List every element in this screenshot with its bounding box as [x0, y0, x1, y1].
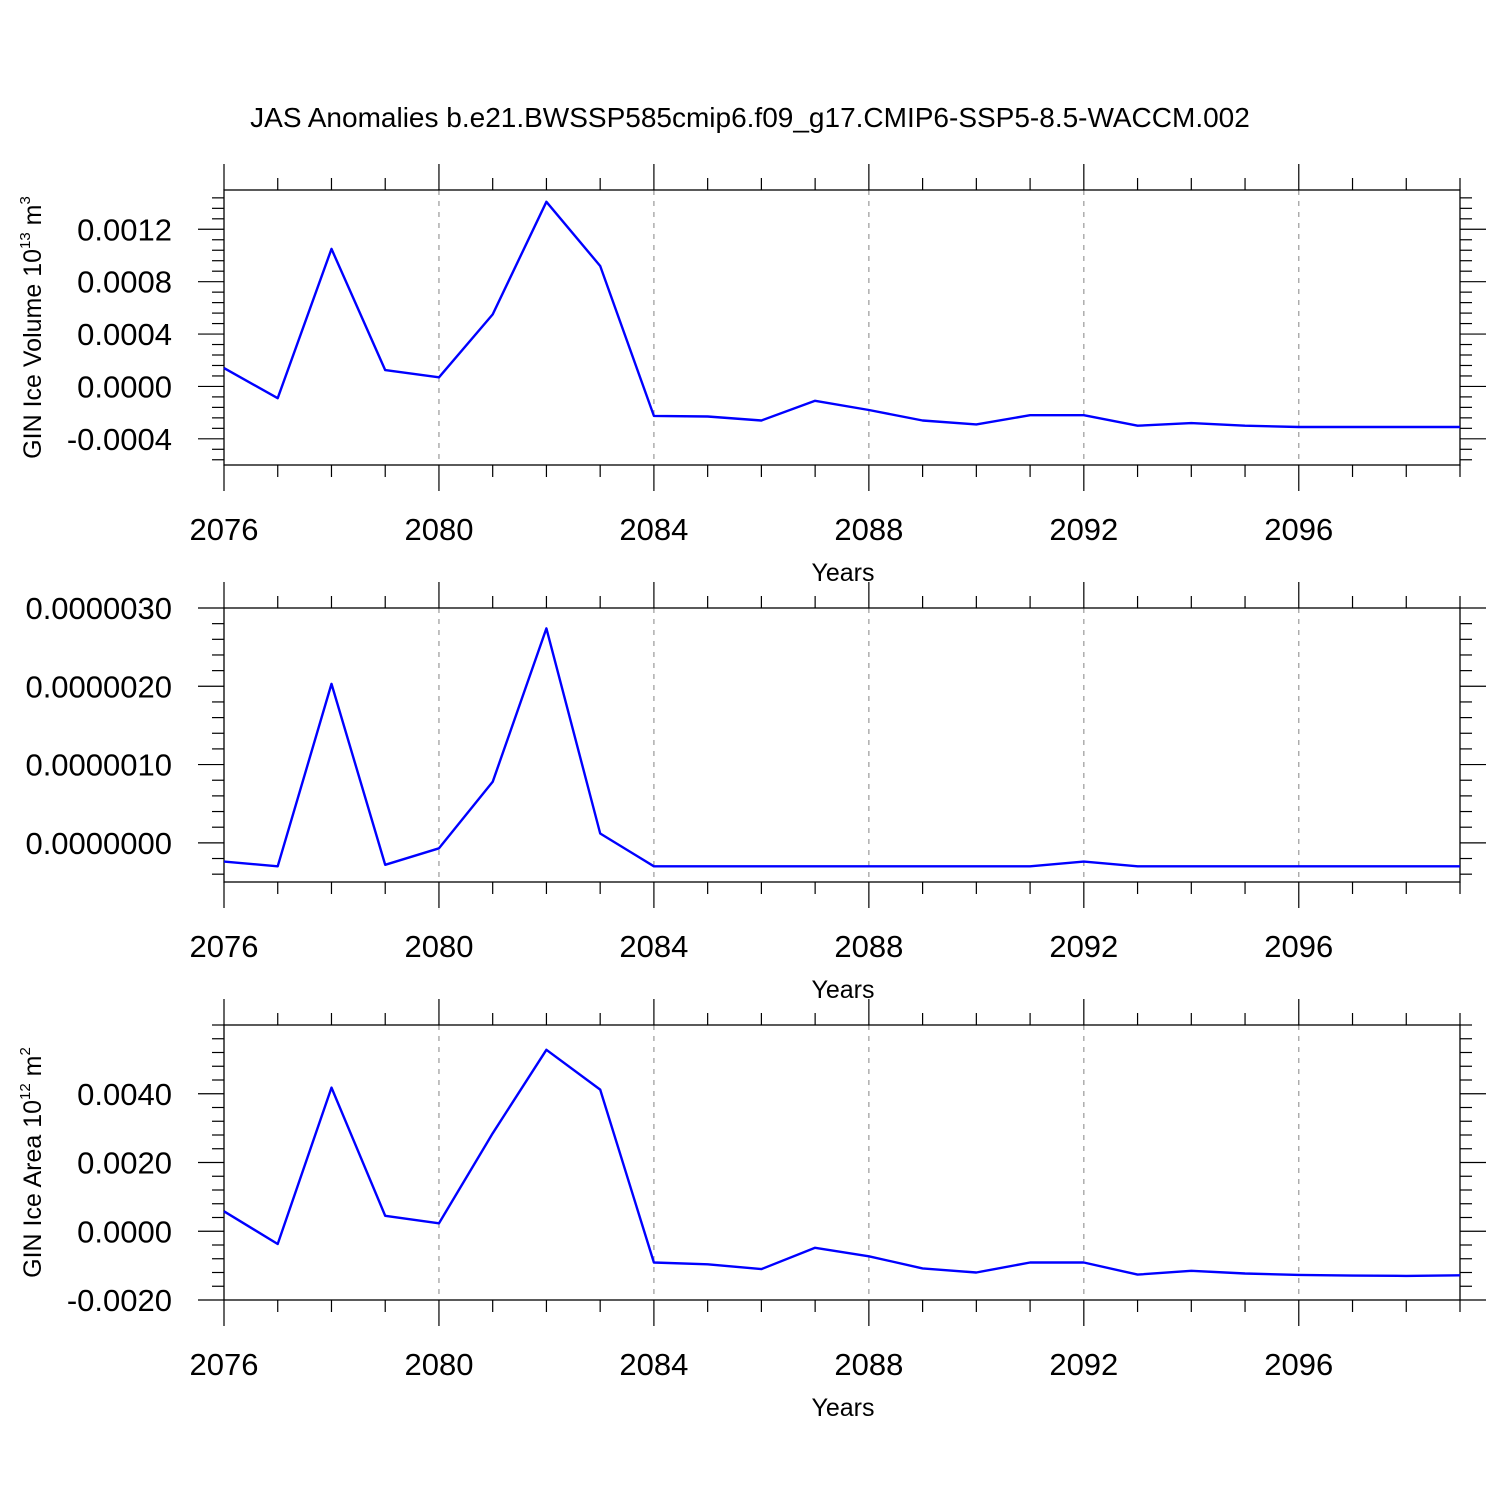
x-tick-label: 2088 — [834, 1347, 903, 1382]
panel-2: 0.0000000 0.0000010 0.0000020 0.0000030 2076… — [25, 582, 1486, 1004]
plot-frame — [223, 1024, 1461, 1301]
series-line — [223, 1048, 1461, 1278]
plot-frame — [223, 607, 1461, 883]
y-axis-label: GIN Ice Area 1012 m2 — [17, 1047, 47, 1278]
panel-3: -0.0020 0.0000 0.0020 0.0040 2076 2080 2084 208… — [17, 999, 1486, 1422]
y-tick-label: 0.0020 — [77, 1146, 172, 1181]
x-tick-label: 2092 — [1049, 929, 1118, 964]
y-tick-label: 0.0000 — [77, 369, 172, 404]
x-axis-label: Years — [811, 559, 874, 587]
series-line — [223, 627, 1460, 868]
x-tick-label: 2084 — [619, 929, 688, 964]
x-tick-label: 2084 — [619, 512, 688, 547]
panel-1: -0.0004 0.0000 0.0004 0.0008 0.0012 2076 2080 2… — [17, 164, 1486, 587]
x-tick-label: 2080 — [404, 512, 473, 547]
chart-title: JAS Anomalies b.e21.BWSSP585cmip6.f09_g1… — [250, 102, 1250, 133]
x-tick-label: 2076 — [190, 929, 259, 964]
series-line — [223, 200, 1460, 429]
y-tick-label: 0.0012 — [77, 212, 172, 247]
panels: -0.0004 0.0000 0.0004 0.0008 0.0012 2076 2080 2… — [17, 164, 1486, 1422]
y-tick-label: 0.0000 — [77, 1214, 172, 1249]
y-tick-label: 0.0000000 — [25, 826, 172, 861]
y-tick-label: 0.0008 — [77, 265, 172, 300]
x-tick-label: 2092 — [1049, 1347, 1118, 1382]
y-tick-label: 0.0000020 — [25, 669, 172, 704]
y-tick-label: 0.0000030 — [25, 591, 172, 626]
x-tick-label: 2080 — [404, 929, 473, 964]
x-axis-label: Years — [811, 1394, 874, 1422]
y-axis-label: GIN Ice Volume 1013 m3 — [17, 196, 47, 459]
y-tick-label: -0.0020 — [67, 1283, 172, 1318]
y-tick-label: 0.0004 — [77, 317, 172, 352]
x-tick-label: 2080 — [404, 1347, 473, 1382]
y-tick-label: 0.0040 — [77, 1077, 172, 1112]
x-tick-label: 2084 — [619, 1347, 688, 1382]
x-tick-label: 2096 — [1264, 929, 1333, 964]
x-tick-label: 2088 — [834, 929, 903, 964]
x-tick-label: 2076 — [190, 1347, 259, 1382]
y-tick-label: 0.0000010 — [25, 748, 172, 783]
x-tick-label: 2092 — [1049, 512, 1118, 547]
x-tick-label: 2088 — [834, 512, 903, 547]
x-tick-label: 2096 — [1264, 512, 1333, 547]
plot-frame — [223, 189, 1461, 466]
x-tick-label: 2076 — [190, 512, 259, 547]
y-tick-label: -0.0004 — [67, 422, 172, 457]
x-axis-label: Years — [811, 976, 874, 1004]
x-tick-label: 2096 — [1264, 1347, 1333, 1382]
